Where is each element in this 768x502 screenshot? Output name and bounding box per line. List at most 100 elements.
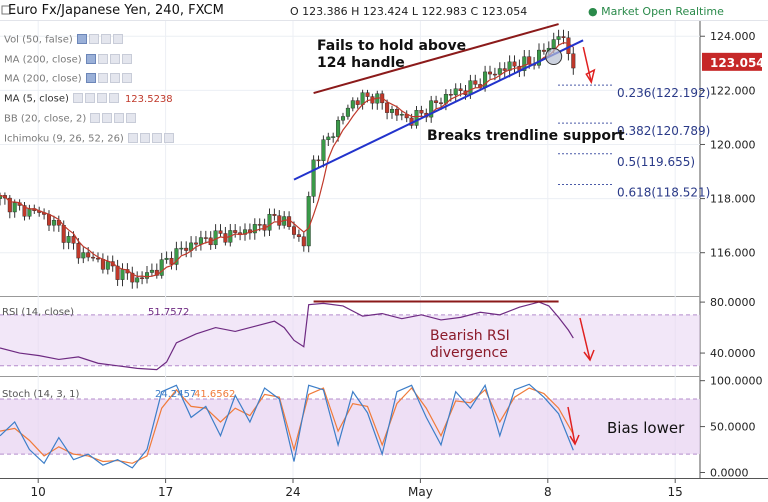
y-tick-label: 116.000 [710, 247, 756, 260]
candle-up [120, 269, 125, 280]
candle-down [47, 214, 52, 226]
indicator-name: Vol (50, false) [4, 34, 73, 46]
candle-down [419, 110, 424, 114]
indicator-controls[interactable] [76, 34, 125, 45]
indicator-ichimoku[interactable]: Ichimoku (9, 26, 52, 26) [4, 133, 176, 145]
indicator-ma200-b[interactable]: MA (200, close) [4, 73, 134, 85]
indicator-ma200-a[interactable]: MA (200, close) [4, 54, 134, 66]
candle-down [287, 216, 292, 227]
x-tick-label: 10 [31, 485, 46, 499]
annotation-rsi: Bearish RSI [430, 328, 510, 344]
candle-up [174, 248, 179, 265]
candle-up [331, 136, 336, 138]
candle-down [71, 236, 76, 244]
candle-up [341, 116, 346, 121]
candle-down [91, 256, 96, 259]
open-value: O 123.386 [290, 5, 348, 18]
rsi-name: RSI (14, close) [2, 307, 74, 318]
rsi-tick-label: 80.0000 [710, 296, 756, 309]
candle-down [277, 215, 282, 226]
rsi-arrow [579, 317, 591, 361]
stoch-band [0, 399, 700, 455]
candle-down [257, 224, 262, 226]
arrow-shaft [582, 46, 593, 83]
candle-up [311, 159, 316, 197]
candle-up [326, 136, 331, 140]
fib-level-label: 0.5(119.655) [617, 155, 695, 169]
candle-up [144, 272, 149, 279]
candle-down [527, 56, 532, 64]
indicator-controls[interactable] [85, 73, 134, 84]
indicator-bb[interactable]: BB (20, close, 2) [4, 113, 138, 125]
candle-up [321, 139, 326, 161]
candle-up [51, 220, 56, 226]
ma5-value: 123.5238 [124, 93, 173, 105]
fib-level-label: 0.382(120.789) [617, 124, 710, 138]
stoch-name: Stoch (14, 3, 1) [2, 389, 79, 400]
indicator-controls[interactable] [85, 54, 134, 65]
stoch-arrow [567, 406, 576, 445]
annotation-fails: Fails to hold above [317, 38, 466, 54]
candle-up [551, 39, 556, 49]
candle-down [218, 230, 223, 234]
candle-up [66, 236, 71, 243]
indicator-controls[interactable] [72, 93, 121, 104]
candle-up [390, 109, 395, 113]
candle-up [497, 68, 502, 75]
candle-up [149, 269, 154, 273]
indicator-controls[interactable] [127, 133, 176, 144]
high-value: H 123.424 [351, 5, 409, 18]
indicator-ma5[interactable]: MA (5, close) 123.5238 [4, 93, 173, 105]
candle-down [7, 197, 12, 213]
candle-up [164, 257, 169, 260]
candle-up [12, 202, 17, 213]
candle-down [541, 49, 546, 52]
annotation-breaks: Breaks trendline support [427, 128, 625, 144]
rsi-value: 51.7572 [148, 307, 189, 318]
candle-down [488, 71, 493, 75]
candle-down [439, 102, 444, 104]
indicator-name: MA (200, close) [4, 73, 82, 85]
stoch-k-line [0, 383, 574, 469]
candle-up [537, 49, 542, 66]
candle-down [100, 258, 105, 270]
rsi-line [0, 301, 574, 371]
candle-up [135, 277, 140, 283]
candle-down [203, 237, 208, 239]
candle-up [81, 252, 86, 259]
candle-down [512, 61, 517, 67]
market-status: ● Market Open Realtime [588, 5, 724, 18]
candle-up [414, 110, 419, 126]
candle-down [292, 226, 297, 235]
indicator-name: MA (200, close) [4, 54, 82, 66]
candle-down [184, 247, 189, 251]
annotation-fails-2: 124 handle [317, 55, 405, 71]
candle-down [561, 36, 566, 38]
candle-down [22, 205, 27, 217]
break-marker [545, 48, 563, 66]
x-tick-label: 17 [158, 485, 173, 499]
indicator-vol[interactable]: Vol (50, false) [4, 34, 125, 46]
y-tick-label: 122.000 [710, 84, 756, 97]
candle-down [115, 265, 120, 280]
fib-level-label: 0.618(118.521) [617, 185, 710, 199]
close-value: C 123.054 [470, 5, 528, 18]
candle-down [95, 257, 100, 260]
candle-up [350, 100, 355, 109]
symbol-title[interactable]: Euro Fx/Japanese Yen, 240, FXCM [8, 3, 224, 18]
ohlc-readout: O 123.386 H 123.424 L 122.983 C 123.054 [290, 5, 527, 18]
indicator-name: BB (20, close, 2) [4, 113, 87, 125]
candle-down [502, 68, 507, 71]
stoch-tick-label: 100.0000 [710, 375, 763, 388]
candle-up [252, 224, 257, 234]
market-open-label: Market Open [601, 5, 672, 18]
candle-down [193, 242, 198, 245]
indicator-name: Ichimoku (9, 26, 52, 26) [4, 133, 124, 145]
trendline-support [293, 39, 584, 181]
candle-down [492, 73, 497, 76]
candle-down [296, 234, 301, 237]
indicator-controls[interactable] [90, 113, 138, 124]
last-price-tag [702, 52, 762, 71]
y-tick-label: 118.000 [710, 193, 756, 206]
